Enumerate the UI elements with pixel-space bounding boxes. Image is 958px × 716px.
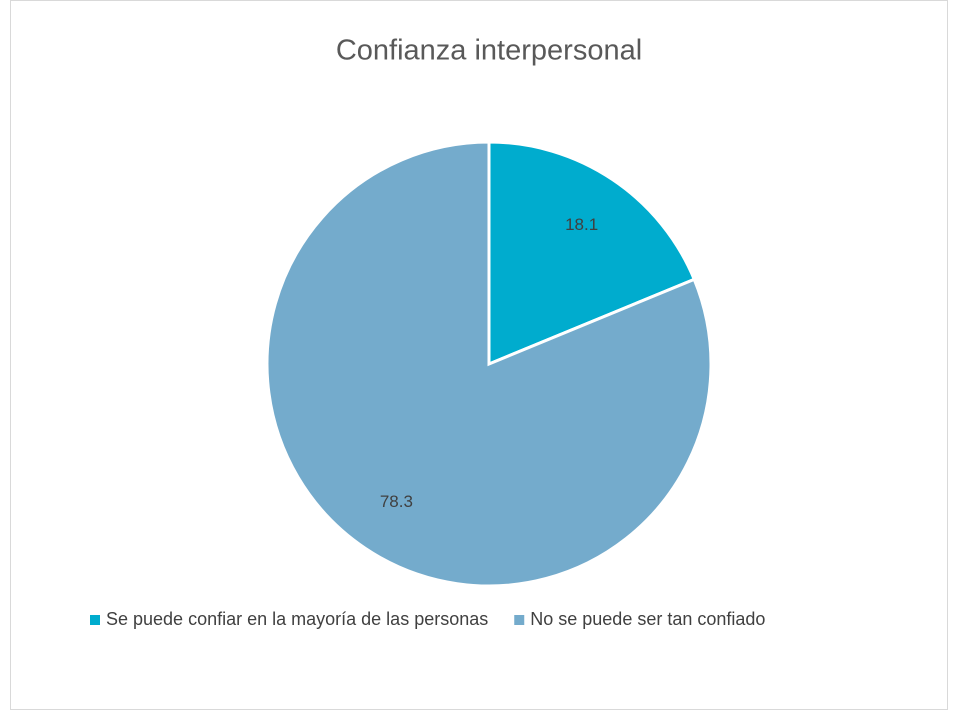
pie-slice [265, 140, 713, 588]
legend-label: Se puede confiar en la mayoría de las pe… [106, 609, 488, 629]
legend-swatch [90, 615, 100, 625]
legend-label: No se puede ser tan confiado [530, 609, 765, 629]
data-label: 18.1 [565, 215, 598, 234]
data-label: 78.3 [380, 492, 413, 511]
legend-swatch [514, 615, 525, 625]
pie-slice [487, 140, 697, 367]
chart-title: Confianza interpersonal [336, 35, 642, 67]
